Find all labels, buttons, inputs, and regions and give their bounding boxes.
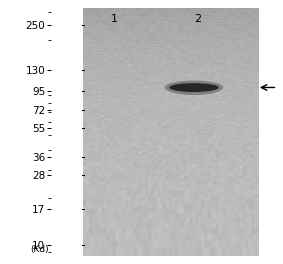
Text: 2: 2 bbox=[194, 14, 202, 24]
Text: 1: 1 bbox=[111, 14, 118, 24]
Text: EPS15: EPS15 bbox=[282, 66, 283, 80]
Ellipse shape bbox=[165, 81, 223, 95]
Ellipse shape bbox=[169, 83, 218, 92]
Text: (Kd): (Kd) bbox=[30, 245, 49, 254]
Text: (Phospho-Tyr849): (Phospho-Tyr849) bbox=[282, 105, 283, 117]
